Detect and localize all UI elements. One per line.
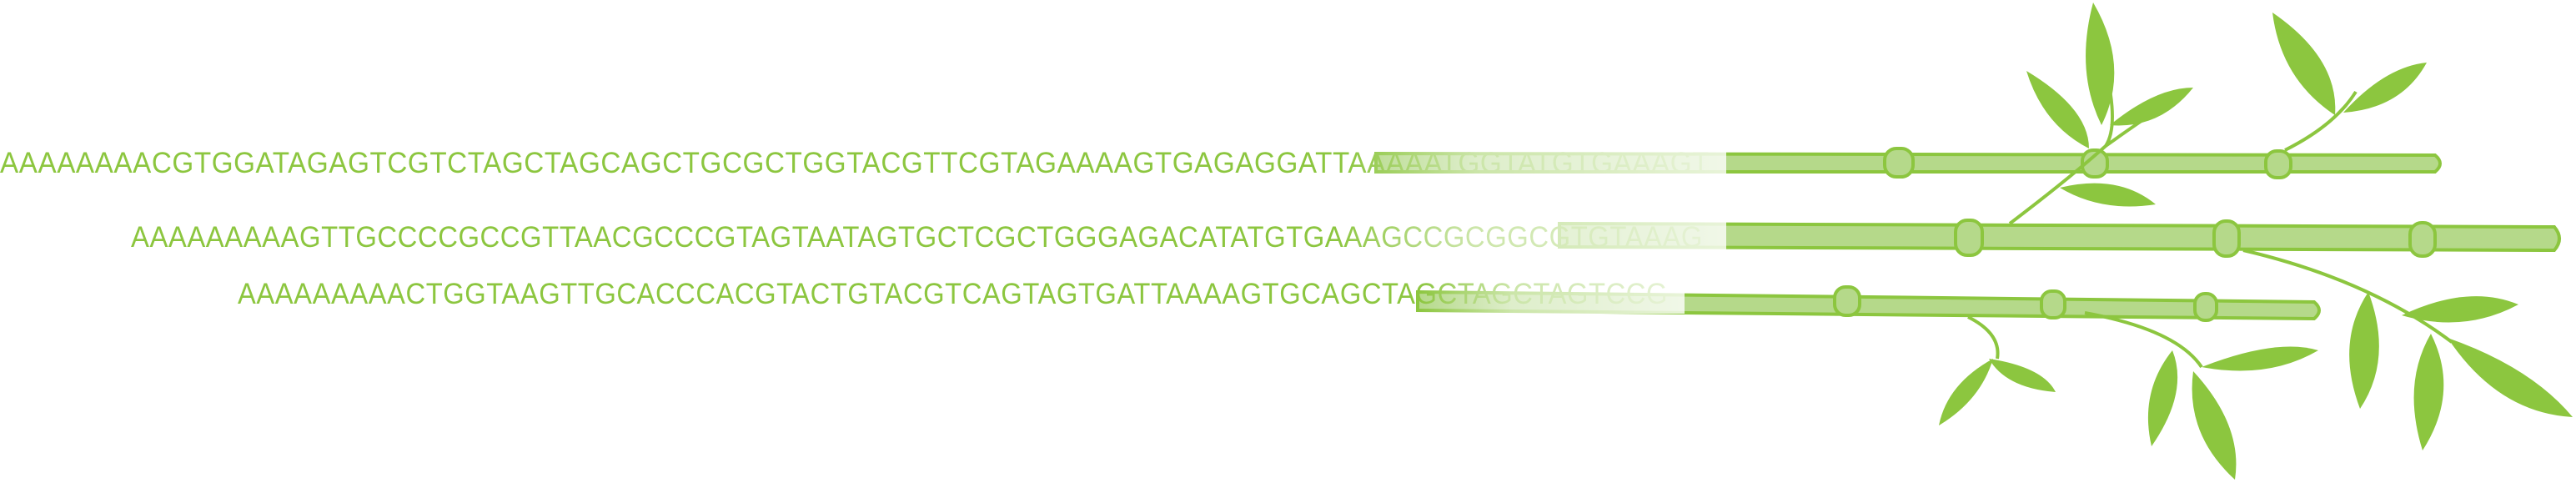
leaf-icon — [1989, 359, 2056, 392]
leaf-icon — [2402, 296, 2518, 323]
leaf-icon — [2349, 292, 2379, 409]
bamboo-leaves — [1939, 3, 2573, 480]
leaf-icon — [2110, 88, 2193, 126]
leaf-icon — [2448, 338, 2573, 417]
bamboo-node — [1954, 219, 1984, 257]
leaf-icon — [2060, 183, 2156, 207]
bamboo-nodes — [1833, 147, 2437, 322]
bamboo-node — [2081, 148, 2109, 179]
bamboo-node — [2408, 221, 2437, 258]
bamboo-node — [2212, 219, 2241, 258]
leaf-icon — [2026, 71, 2089, 148]
bamboo-node — [2193, 292, 2218, 322]
bamboo-stalk-2 — [1558, 221, 2561, 253]
text-fade-overlays — [1334, 142, 1726, 314]
leaf-icon — [1939, 359, 1993, 425]
bamboo-node — [1883, 147, 1915, 179]
leaf-icon — [2272, 13, 2336, 115]
leaf-icon — [2343, 63, 2427, 113]
bamboo-node — [1833, 285, 1861, 317]
leaf-icon — [2147, 350, 2178, 446]
bamboo-node — [2040, 289, 2066, 319]
bamboo-node — [2264, 149, 2292, 179]
leaf-icon — [2086, 3, 2115, 125]
leaf-icon — [2413, 334, 2444, 450]
leaf-icon — [2202, 346, 2318, 371]
leaf-icon — [2192, 371, 2237, 480]
